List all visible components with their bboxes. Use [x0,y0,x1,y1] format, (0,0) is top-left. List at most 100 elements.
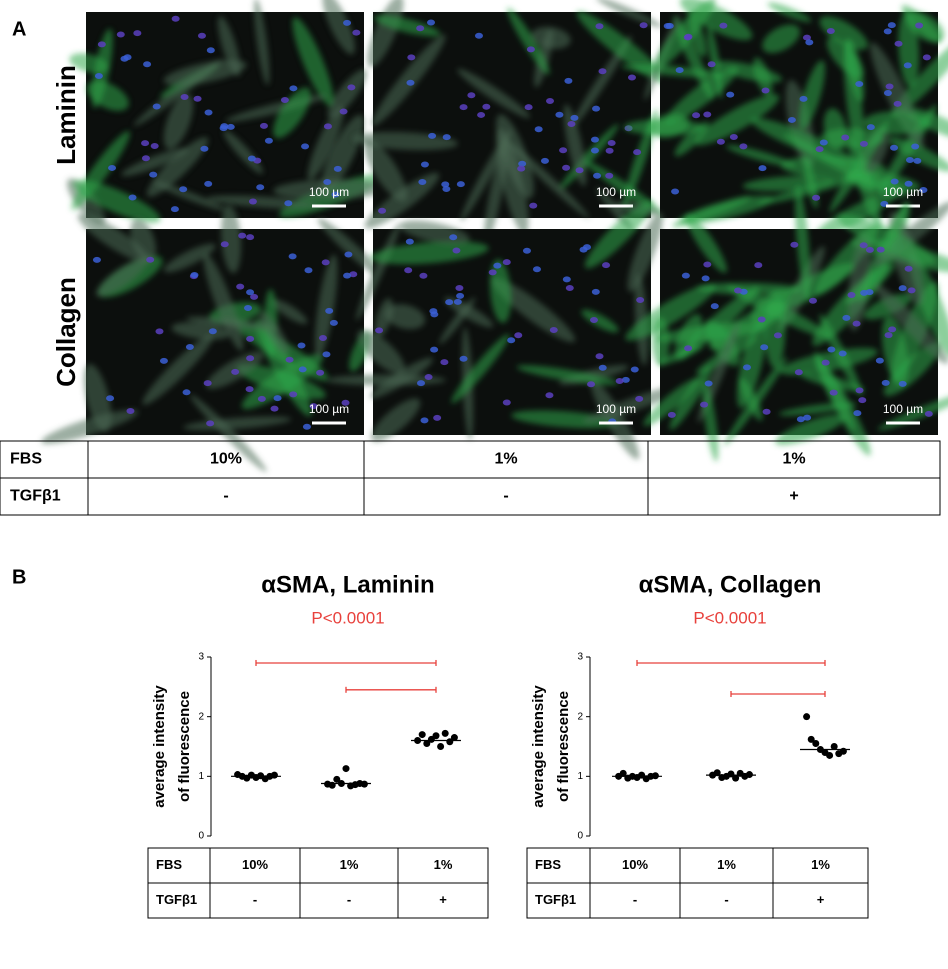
nucleus [474,32,483,39]
nucleus [502,259,511,266]
nucleus [452,247,461,254]
nucleus [106,395,115,402]
fiber [363,139,408,202]
nucleus [707,61,716,68]
chart-subtitle: P<0.0001 [693,608,766,627]
fiber [223,130,263,174]
table-cell: + [789,488,798,505]
fiber [163,93,194,150]
nucleus [143,61,152,68]
nucleus [893,100,902,107]
y-tick-label: 0 [577,831,583,842]
nucleus [141,155,150,162]
nucleus [304,267,313,274]
nucleus [482,103,491,110]
nucleus [890,144,899,151]
nucleus [442,134,451,141]
nucleus [898,285,907,292]
nucleus [532,266,541,273]
nucleus [477,111,486,118]
fiber [259,311,289,355]
nucleus [540,157,549,164]
nucleus [675,67,684,74]
nucleus [773,332,782,339]
fiber [273,179,390,200]
fiber [271,299,308,324]
nucleus [289,391,298,398]
scale-bar-label: 100 µm [309,185,349,199]
fiber [326,374,446,386]
fiber [888,137,948,172]
nucleus [605,147,614,154]
nucleus [284,200,293,207]
fiber [652,317,670,366]
nucleus [607,139,616,146]
fiber [750,117,856,166]
nucleus [375,327,384,334]
nucleus [407,54,416,61]
nucleus [246,355,255,362]
fiber [725,145,797,168]
fiber [457,68,531,119]
nucleus [570,114,579,121]
nucleus [420,417,429,424]
fiber [203,253,244,351]
nucleus [904,265,913,272]
nucleus [703,111,712,118]
data-point [270,771,278,779]
nucleus [352,29,361,36]
table-cell: TGFβ1 [10,488,61,505]
nucleus [719,22,728,29]
y-axis-label: average intensity [530,685,547,808]
nucleus [517,165,526,172]
table-cell: - [253,892,257,907]
fiber [356,223,400,321]
nucleus [593,172,602,179]
nucleus [246,335,255,342]
chart-title: αSMA, Laminin [261,571,434,598]
nucleus [220,241,229,248]
nucleus [534,126,543,133]
fiber [898,11,920,88]
nucleus [116,31,125,38]
scale-bar-label: 100 µm [309,402,349,416]
chart-title: αSMA, Collagen [639,571,822,598]
nucleus [428,132,437,139]
nucleus [248,198,257,205]
nucleus [894,40,903,47]
fiber [775,414,846,446]
nucleus [259,122,268,129]
nucleus [907,287,916,294]
nucleus [876,246,885,253]
nucleus [243,304,252,311]
nucleus [667,411,676,418]
fiber [321,114,365,193]
fiber [314,254,338,358]
nucleus [204,180,213,187]
nucleus [246,234,255,241]
nucleus [197,32,206,39]
nucleus [855,387,864,394]
data-point [418,731,426,739]
fiber [778,402,857,416]
nucleus [323,123,332,130]
nucleus [595,353,604,360]
nucleus [865,246,874,253]
nucleus [860,289,869,296]
nucleus [341,399,350,406]
nucleus [92,256,101,263]
nucleus [859,242,868,249]
nucleus [347,84,356,91]
nucleus [405,238,414,245]
fiber [142,334,214,405]
fiber [254,0,270,86]
data-point [803,713,811,721]
nucleus [595,23,604,30]
nucleus [298,366,307,373]
data-point [812,740,820,748]
nucleus [171,15,180,22]
data-point [337,779,345,787]
fiber [819,16,868,50]
nucleus [331,191,340,198]
